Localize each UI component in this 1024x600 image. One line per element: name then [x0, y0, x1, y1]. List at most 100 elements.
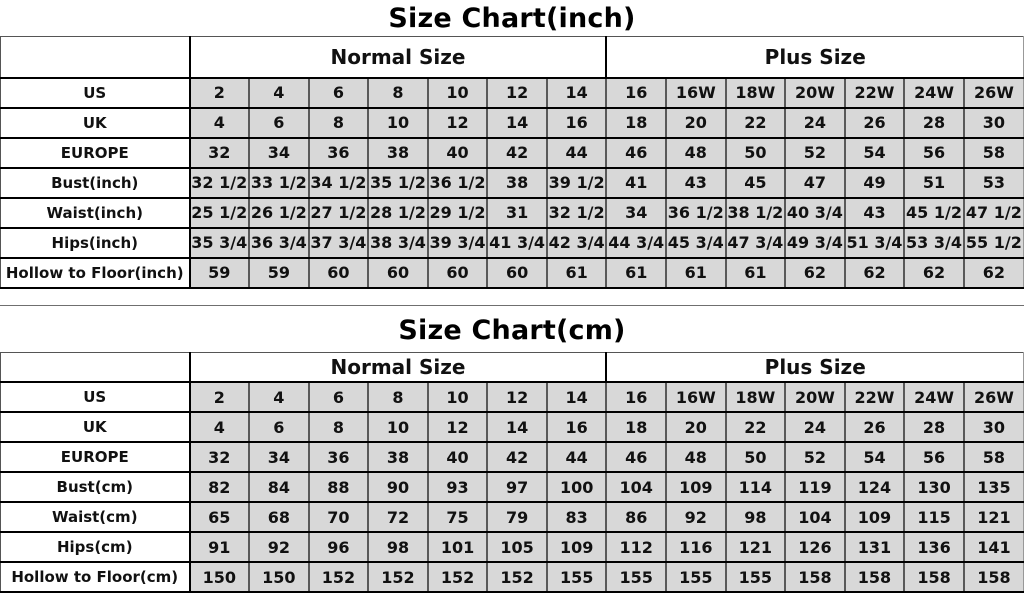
size-cell: 20	[665, 411, 727, 443]
table-row-us: US 2 4 6 8 10 12 14 16 16W 18W 20W 22W 24W 26W	[0, 381, 1024, 413]
row-label-us: US	[0, 381, 191, 413]
row-label-europe: EUROPE	[0, 441, 191, 473]
corner-cell	[0, 351, 191, 383]
size-cell: 25 1/2	[188, 196, 251, 229]
size-cell: 16	[605, 381, 667, 413]
size-cell: 42 3/4	[545, 226, 608, 259]
size-cell: 75	[426, 501, 489, 533]
size-chart-inch-title: Size Chart(inch)	[388, 3, 636, 34]
size-cell: 155	[605, 561, 667, 593]
size-cell: 39 3/4	[426, 226, 489, 259]
corner-cell	[0, 36, 191, 79]
table-row-uk: UK 4 6 8 10 12 14 16 18 20 22 24 26 28 30	[0, 106, 1024, 139]
size-cell: 18W	[724, 76, 787, 109]
size-cell: 8	[367, 76, 429, 109]
table-row-hollow-to-floor-inch: Hollow to Floor(inch) 59 59 60 60 60 60 61 61 61 6…	[0, 256, 1024, 289]
size-cell: 47 3/4	[724, 226, 787, 259]
size-cell: 46	[605, 136, 667, 169]
size-cell: 65	[188, 501, 251, 533]
size-cell: 18	[605, 106, 667, 139]
size-cell: 36 1/2	[426, 166, 489, 199]
size-cell: 86	[605, 501, 667, 533]
size-cell: 158	[784, 561, 846, 593]
size-cell: 45	[724, 166, 787, 199]
table-row-bust-inch: Bust(inch) 32 1/2 33 1/2 34 1/2 35 1/2 36 1/2…	[0, 166, 1024, 199]
size-cell: 10	[367, 411, 429, 443]
size-cell: 135	[962, 471, 1024, 503]
size-cell: 62	[903, 256, 965, 289]
size-cell: 40	[426, 441, 489, 473]
size-cell: 115	[903, 501, 965, 533]
size-cell: 36 3/4	[248, 226, 310, 259]
size-cell: 61	[545, 256, 608, 289]
size-cell: 26W	[962, 76, 1024, 109]
size-cell: 54	[843, 136, 906, 169]
size-cell: 44	[545, 441, 608, 473]
size-cell: 32 1/2	[545, 196, 608, 229]
size-cell: 100	[545, 471, 608, 503]
group-header-normal-size: Normal Size	[189, 351, 608, 383]
size-cell: 84	[248, 471, 310, 503]
size-cell: 62	[843, 256, 906, 289]
size-table-cm: Normal Size Plus Size US 2 4 6 8 10 12 14 16 16W 1…	[0, 351, 1024, 593]
size-cell: 30	[962, 411, 1024, 443]
size-cell: 150	[248, 561, 310, 593]
size-cell: 52	[784, 136, 846, 169]
size-cell: 124	[843, 471, 906, 503]
size-cell: 56	[903, 136, 965, 169]
group-header-plus-size: Plus Size	[606, 351, 1024, 383]
row-label-waist-inch: Waist(inch)	[0, 196, 191, 229]
size-cell: 22W	[843, 381, 906, 413]
size-cell: 101	[426, 531, 489, 563]
size-cell: 43	[665, 166, 727, 199]
size-cell: 2	[188, 76, 251, 109]
size-cell: 62	[784, 256, 846, 289]
size-cell: 37 3/4	[307, 226, 370, 259]
size-cell: 114	[724, 471, 787, 503]
size-cell: 33 1/2	[248, 166, 310, 199]
size-cell: 35 1/2	[367, 166, 429, 199]
size-chart-cm-block: Size Chart(cm) Normal Size Plus Size US 2…	[0, 304, 1024, 593]
size-cell: 47 1/2	[962, 196, 1024, 229]
size-cell: 34	[248, 441, 310, 473]
size-cell: 158	[843, 561, 906, 593]
size-cell: 150	[188, 561, 251, 593]
size-cell: 28 1/2	[367, 196, 429, 229]
size-chart-cm-title: Size Chart(cm)	[398, 314, 626, 346]
size-cell: 40	[426, 136, 489, 169]
size-cell: 92	[248, 531, 310, 563]
size-cell: 158	[903, 561, 965, 593]
group-header-normal-size: Normal Size	[189, 36, 608, 79]
row-label-europe: EUROPE	[0, 136, 191, 169]
size-cell: 62	[962, 256, 1024, 289]
table-row-us: US 2 4 6 8 10 12 14 16 16W 18W 20W 22W 24W 26W	[0, 76, 1024, 109]
size-cell: 8	[307, 106, 370, 139]
size-chart-inch-block: Size Chart(inch) Normal Size Plus Size U…	[0, 0, 1024, 289]
row-label-uk: UK	[0, 106, 191, 139]
size-cell: 136	[903, 531, 965, 563]
size-cell: 79	[486, 501, 548, 533]
size-cell: 39 1/2	[545, 166, 608, 199]
size-cell: 93	[426, 471, 489, 503]
size-cell: 6	[307, 76, 370, 109]
size-cell: 29 1/2	[426, 196, 489, 229]
size-cell: 36 1/2	[665, 196, 727, 229]
group-header-row: Normal Size Plus Size	[0, 36, 1024, 79]
size-cell: 27 1/2	[307, 196, 370, 229]
size-cell: 53	[962, 166, 1024, 199]
size-cell: 26 1/2	[248, 196, 310, 229]
row-label-bust-inch: Bust(inch)	[0, 166, 191, 199]
size-cell: 61	[724, 256, 787, 289]
size-cell: 68	[248, 501, 310, 533]
size-cell: 50	[724, 136, 787, 169]
size-cell: 24W	[903, 381, 965, 413]
size-cell: 53 3/4	[903, 226, 965, 259]
size-cell: 6	[248, 106, 310, 139]
size-cell: 152	[367, 561, 429, 593]
size-cell: 141	[962, 531, 1024, 563]
size-cell: 119	[784, 471, 846, 503]
size-cell: 49 3/4	[784, 226, 846, 259]
size-cell: 155	[665, 561, 727, 593]
size-cell: 36	[307, 136, 370, 169]
size-cell: 22W	[843, 76, 906, 109]
